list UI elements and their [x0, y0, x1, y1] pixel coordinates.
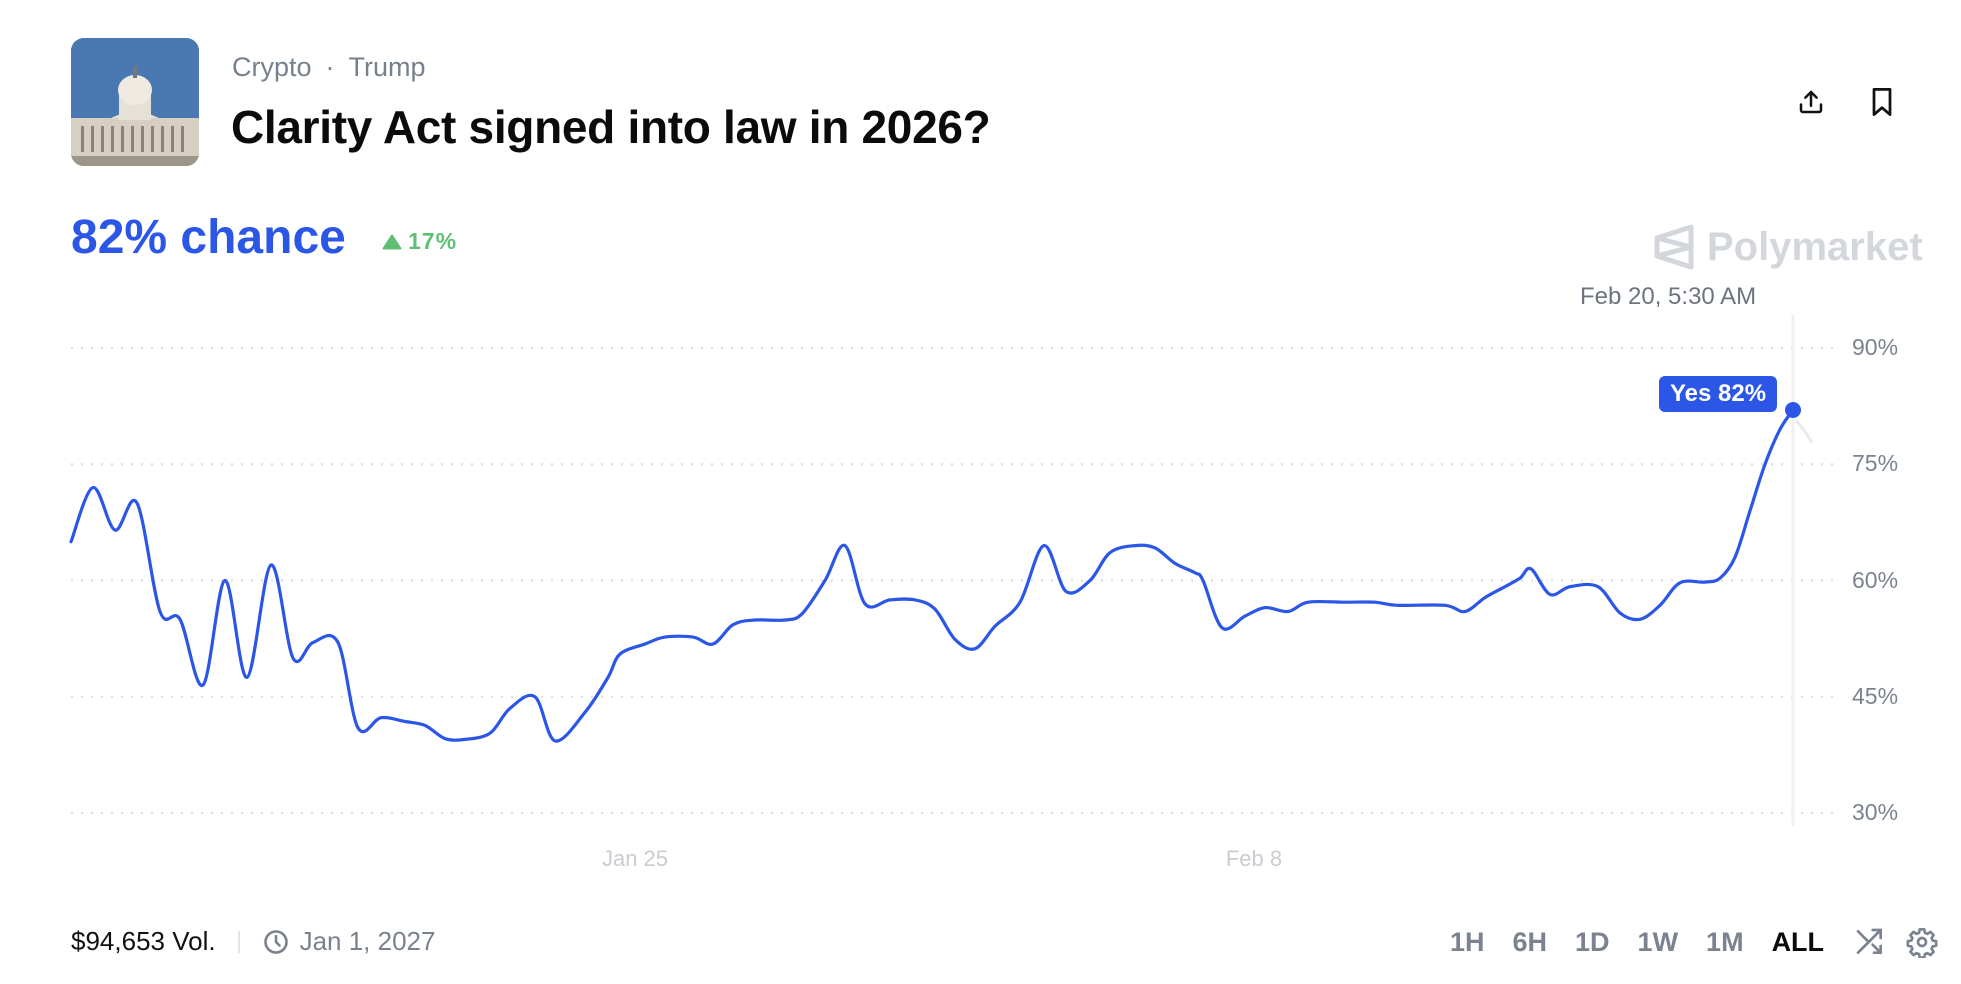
range-1h[interactable]: 1H [1450, 926, 1485, 957]
end-date: Jan 1, 2027 [299, 926, 436, 956]
range-6h[interactable]: 6H [1512, 926, 1548, 957]
time-range-selector: 1H 6H 1D 1W 1M ALL [1436, 922, 1942, 962]
hover-date: Feb 20, 5:30 AM [1580, 283, 1757, 310]
y-tick-label: 45% [1852, 682, 1899, 709]
polymarket-mark-icon [1654, 224, 1694, 270]
breadcrumb-separator: · [325, 52, 335, 82]
shuffle-arrows-icon [1856, 928, 1883, 954]
chart-gridlines [71, 347, 1834, 814]
range-1w[interactable]: 1W [1637, 926, 1679, 957]
brand-name: Polymarket [1707, 224, 1923, 269]
volume: $94,653 Vol. [71, 926, 216, 956]
gear-icon [1906, 928, 1938, 958]
x-tick-feb-8: Feb 8 [1225, 846, 1283, 871]
breadcrumb-trump[interactable]: Trump [348, 52, 426, 82]
market-thumbnail [71, 38, 199, 166]
y-tick-label: 60% [1852, 566, 1899, 593]
y-tick-label: 30% [1852, 799, 1899, 825]
polymarket-logo: Polymarket [1653, 224, 1923, 270]
y-tick-label: 90% [1852, 334, 1899, 360]
compare-button[interactable] [1850, 922, 1890, 962]
breadcrumb-crypto[interactable]: Crypto [232, 52, 312, 82]
triangle-up-icon [382, 234, 402, 249]
capitol-image [71, 38, 199, 166]
yes-series-line [69, 408, 1795, 743]
y-tick-label: 75% [1852, 450, 1899, 477]
range-1d[interactable]: 1D [1575, 926, 1610, 957]
market-meta: $94,653 Vol. Jan 1, 2027 [71, 926, 435, 957]
current-value-dot [1785, 402, 1801, 418]
share-upload-icon [1799, 90, 1823, 114]
bookmark-button[interactable] [1862, 82, 1902, 122]
x-tick-jan-25: Jan 25 [601, 846, 669, 871]
chance-value: 82% chance [71, 211, 346, 264]
cursor-arc [1794, 419, 1814, 444]
range-all[interactable]: ALL [1771, 926, 1825, 957]
breadcrumb: Crypto · Trump [232, 52, 426, 83]
bookmark-icon [1872, 88, 1892, 116]
delta-badge: 17% [382, 228, 457, 255]
clock-icon [263, 929, 288, 954]
value-tooltip: Yes 82% [1659, 376, 1778, 412]
divider [237, 930, 240, 953]
share-button[interactable] [1791, 82, 1831, 122]
delta-value: 17% [408, 228, 458, 254]
settings-button[interactable] [1902, 922, 1942, 962]
market-title: Clarity Act signed into law in 2026? [231, 101, 991, 153]
range-1m[interactable]: 1M [1706, 926, 1744, 957]
